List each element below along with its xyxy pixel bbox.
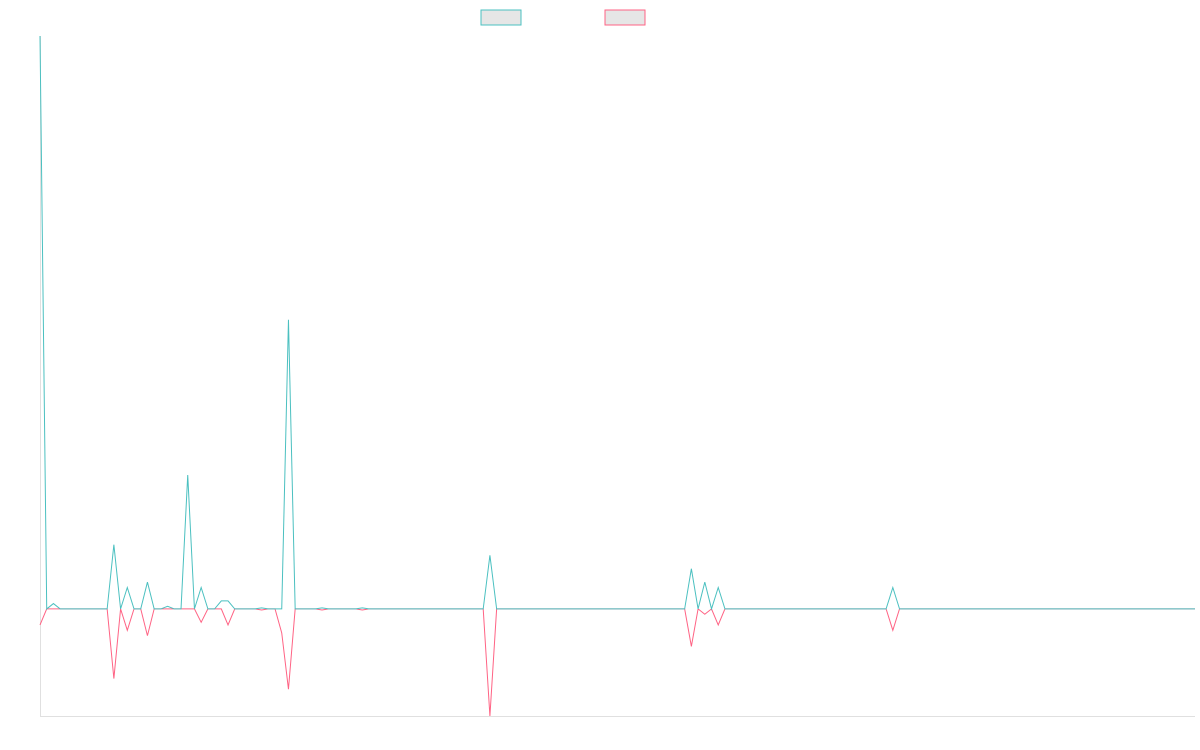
legend-item-series-1[interactable] bbox=[480, 9, 522, 26]
legend-swatch-series-2[interactable] bbox=[604, 9, 646, 26]
series-line-1 bbox=[39, 35, 1195, 611]
legend-swatch-series-1[interactable] bbox=[480, 9, 522, 26]
legend[interactable] bbox=[480, 9, 646, 26]
series-layer bbox=[39, 35, 1195, 717]
series-line-2 bbox=[39, 607, 1195, 717]
legend-item-series-2[interactable] bbox=[604, 9, 646, 26]
